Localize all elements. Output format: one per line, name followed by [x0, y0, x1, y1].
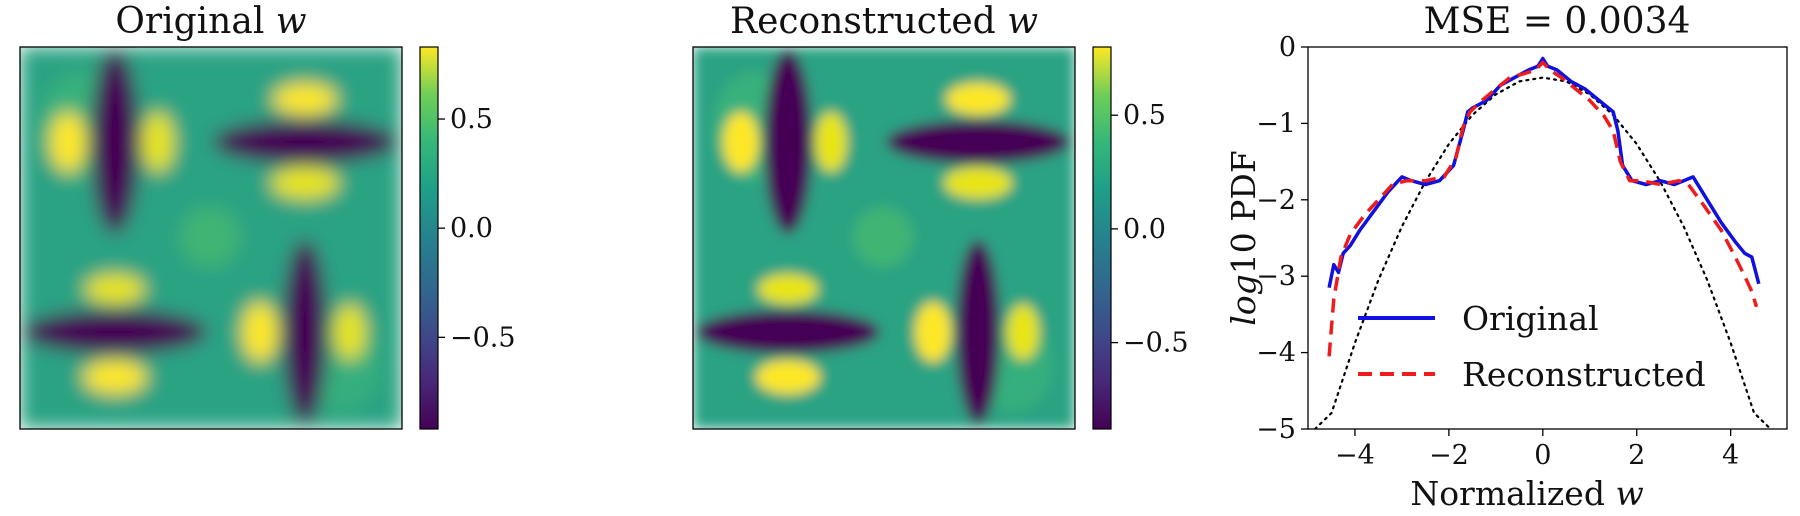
x-tick-label: 0	[1534, 440, 1551, 471]
y-tick-label: −2	[1256, 185, 1296, 216]
pdf-legend: Original Reconstructed	[1358, 299, 1706, 394]
pdf-ylabel: log10 PDF	[1224, 150, 1263, 326]
heatmap-panel-reconstructed: Reconstructed w 0.5 0.0 −0.5	[692, 1, 1189, 430]
x-tick-label: 4	[1722, 440, 1739, 471]
heatmap-panel-original: Original w 0.5 0.0 −0.5	[19, 1, 516, 430]
pdf-xlabel: Normalized w	[1410, 474, 1643, 513]
legend-label-original: Original	[1462, 299, 1599, 338]
x-tick-label: 2	[1628, 440, 1645, 471]
colorbar-tick-label: 0.5	[1123, 100, 1166, 131]
colorbar-tick-label: 0.0	[1123, 214, 1166, 245]
y-tick-label: −1	[1256, 108, 1296, 139]
heatmap-image-original	[20, 47, 402, 429]
series-reconstructed	[1327, 60, 1759, 357]
colorbar-tick-label: 0.5	[450, 104, 493, 135]
x-tick-label: −2	[1429, 440, 1469, 471]
heatmap-frame-original	[19, 46, 403, 430]
colorbar-tick-label: −0.5	[450, 322, 516, 353]
heatmap-image-reconstructed	[693, 47, 1075, 429]
series-gaussian-reference	[1313, 76, 1772, 429]
colorbar-reconstructed	[1092, 46, 1112, 430]
legend-label-reconstructed: Reconstructed	[1462, 355, 1706, 394]
heatmap-title-reconstructed: Reconstructed w	[730, 1, 1038, 42]
y-tick-label: −5	[1256, 414, 1296, 445]
colorbar-tick-label: 0.0	[450, 213, 493, 244]
colorbar-ticks-original: 0.5 0.0 −0.5	[438, 104, 516, 353]
y-tick-label: −3	[1256, 261, 1296, 292]
y-tick-label: −4	[1256, 338, 1296, 369]
heatmap-frame-reconstructed	[692, 46, 1076, 430]
x-tick-label: −4	[1335, 440, 1375, 471]
pdf-series-group	[1313, 56, 1772, 429]
colorbar-original	[419, 46, 439, 430]
pdf-xticks: −4 −2 0 2 4	[1335, 429, 1739, 471]
colorbar-ticks-reconstructed: 0.5 0.0 −0.5	[1111, 100, 1189, 359]
pdf-panel: MSE = 0.0034 −4 −2 0 2 4 0 −1 −2 −3 −4 −5 Normali…	[1224, 1, 1788, 513]
colorbar-tick-label: −0.5	[1123, 328, 1189, 359]
pdf-title: MSE = 0.0034	[1424, 1, 1691, 42]
y-tick-label: 0	[1279, 32, 1296, 63]
pdf-yticks: 0 −1 −2 −3 −4 −5	[1256, 32, 1308, 445]
heatmap-title-original: Original w	[115, 1, 306, 42]
pdf-axes-frame	[1307, 46, 1788, 430]
